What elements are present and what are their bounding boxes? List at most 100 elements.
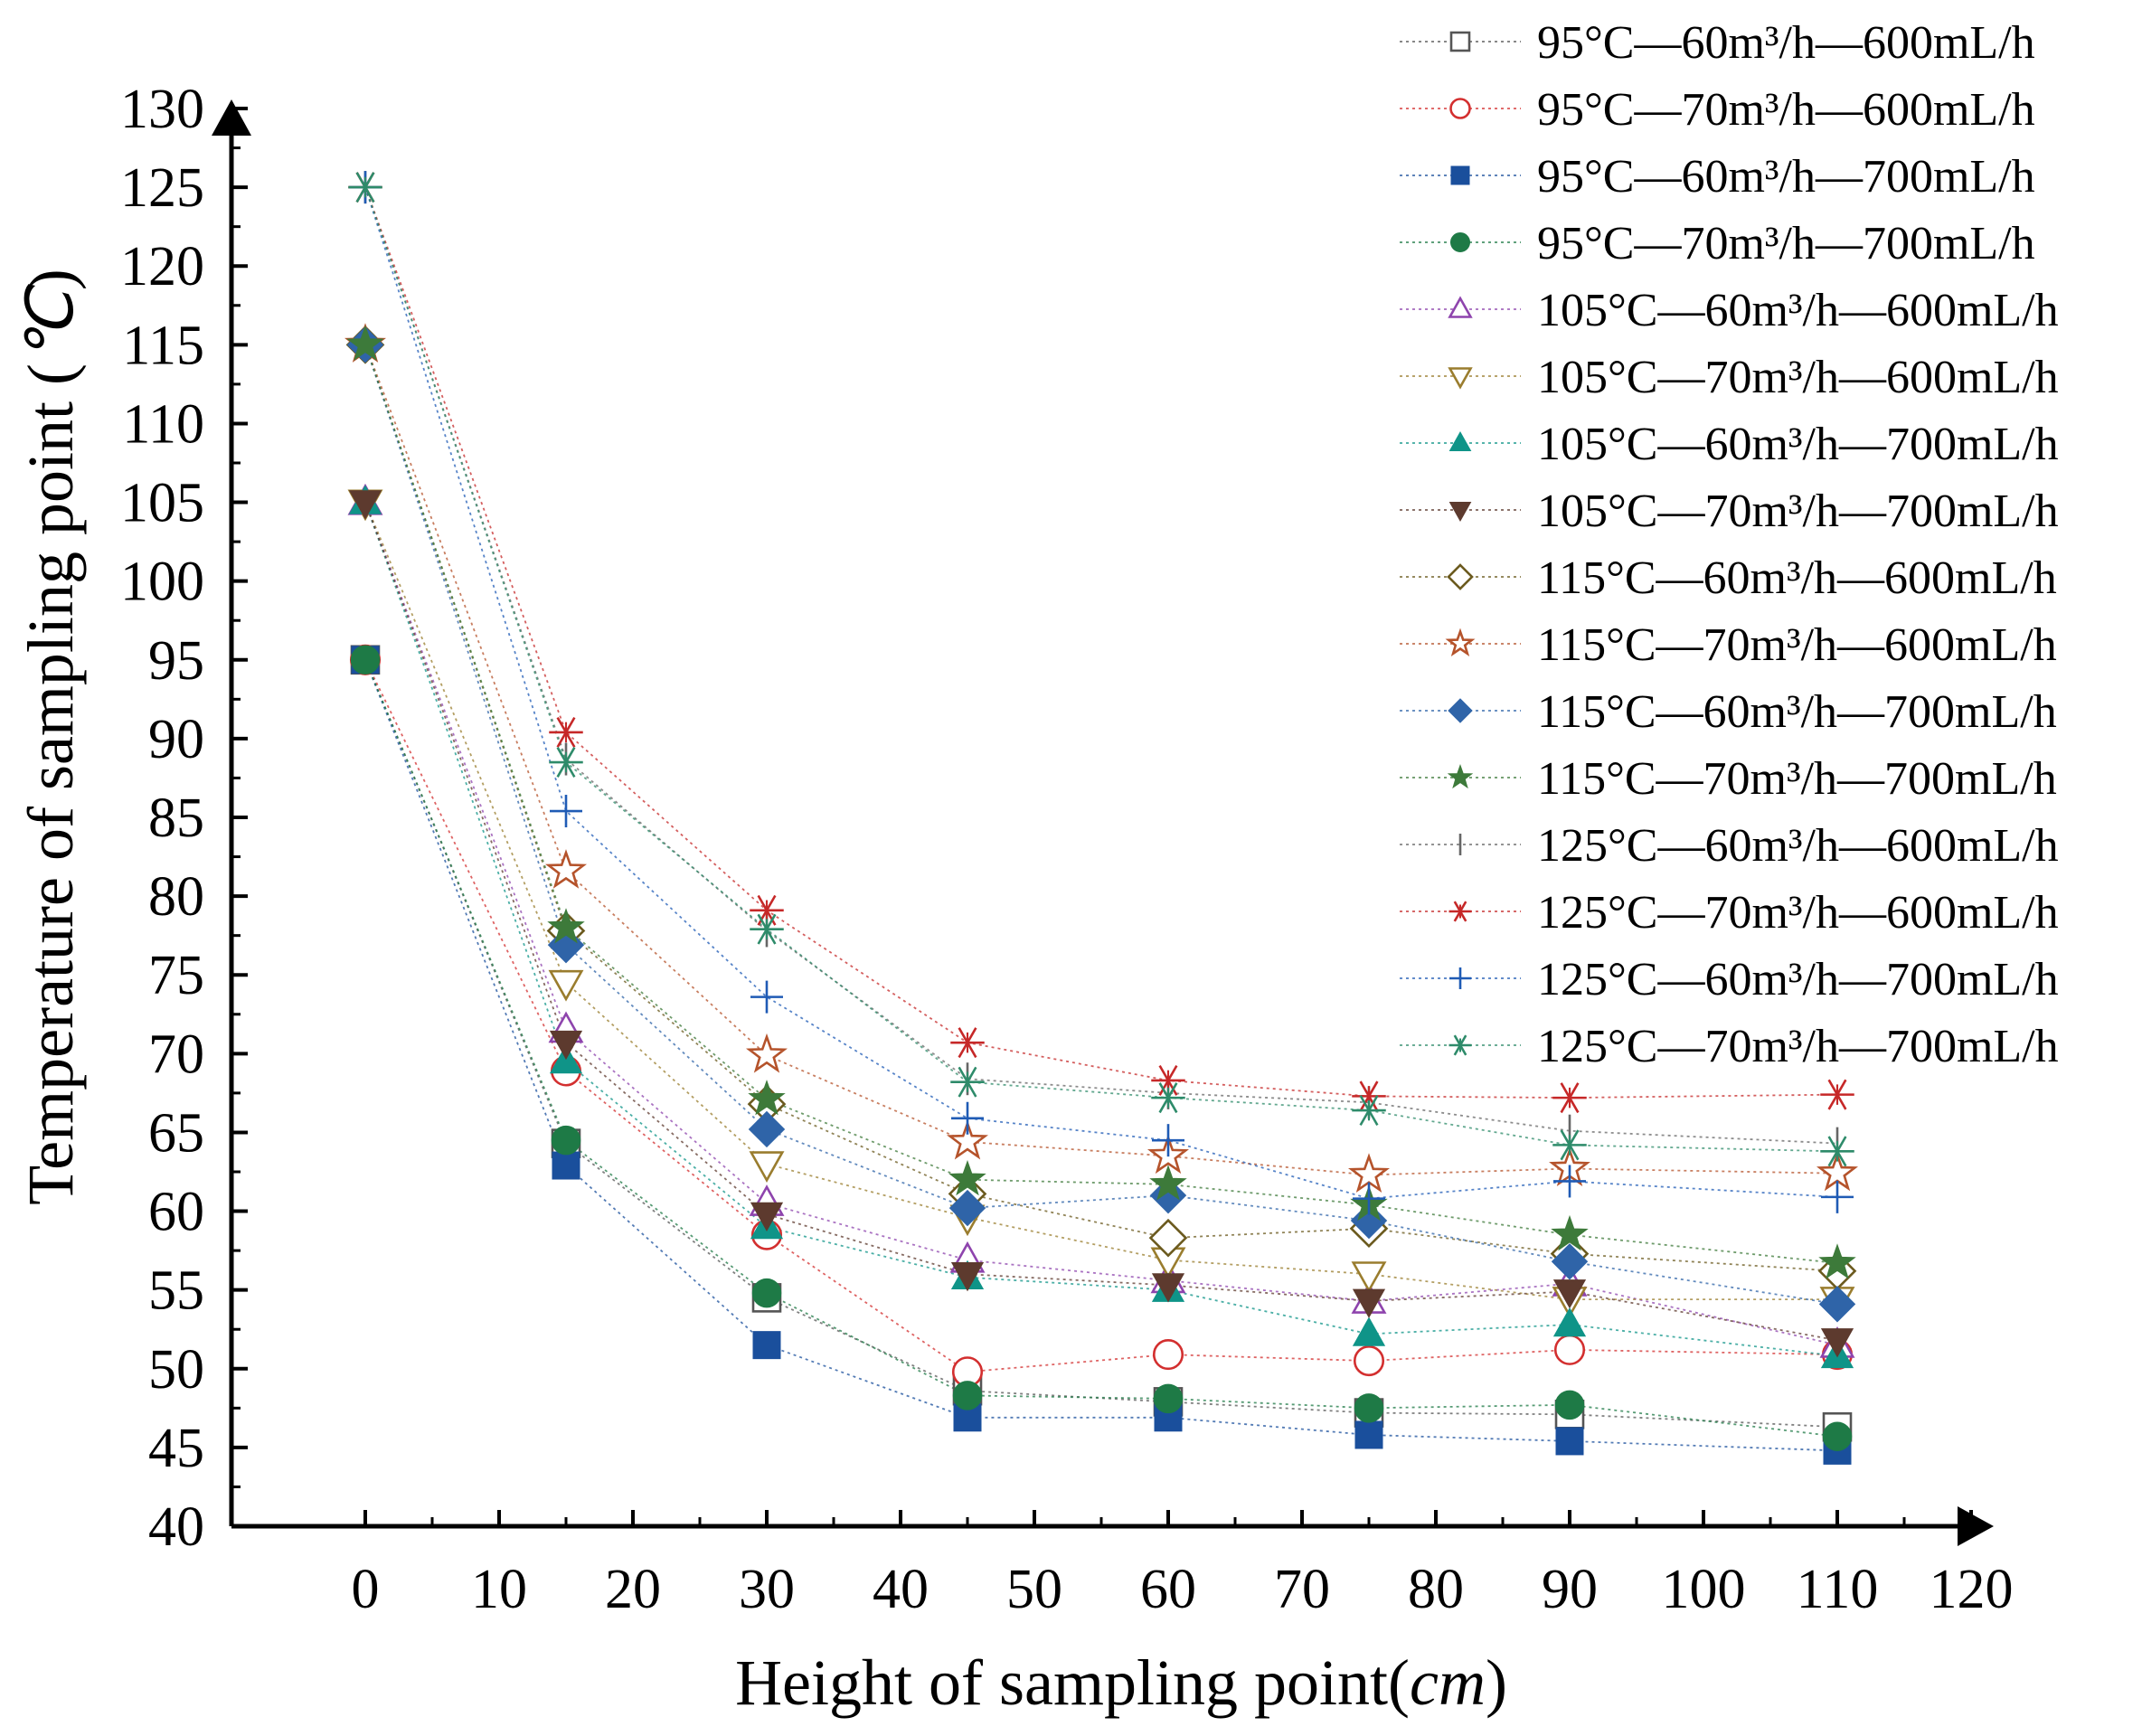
data-point (1820, 1079, 1854, 1110)
data-point (1353, 1345, 1385, 1377)
data-point (1352, 1080, 1386, 1112)
data-point (1153, 1383, 1184, 1414)
x-tick-label: 40 (873, 1559, 929, 1620)
legend-marker (1449, 31, 1471, 52)
data-point (551, 1125, 581, 1156)
y-tick-label: 65 (148, 1102, 204, 1164)
legend-entry: 115°C—60m³/h—600mL/h (1400, 552, 2057, 604)
data-point (1151, 1082, 1185, 1114)
data-point (1818, 1243, 1856, 1279)
data-point (548, 969, 584, 1002)
x-tick-label: 120 (1930, 1559, 2014, 1620)
legend-marker (1449, 98, 1471, 119)
legend-label: 115°C—70m³/h—700mL/h (1537, 753, 2057, 805)
series-line-3 (364, 659, 1838, 1452)
data-point (950, 1027, 985, 1059)
y-tick-label: 50 (148, 1339, 204, 1401)
data-point (549, 747, 583, 778)
legend-entry: 105°C—60m³/h—700mL/h (1400, 419, 2059, 470)
y-tick-label: 110 (122, 393, 204, 455)
series-line-8 (364, 502, 1838, 1342)
data-point (1351, 1261, 1387, 1293)
data-point (745, 1033, 788, 1073)
data-point (1151, 1273, 1185, 1303)
legend-label: 125°C—70m³/h—700mL/h (1537, 1021, 2059, 1072)
y-tick-label: 60 (148, 1182, 204, 1243)
data-point (1552, 1082, 1587, 1114)
legend-label: 125°C—60m³/h—700mL/h (1537, 954, 2059, 1005)
data-point (552, 1151, 580, 1180)
data-point (752, 1331, 781, 1360)
legend-entry: 125°C—60m³/h—700mL/h (1400, 954, 2059, 1005)
tick-labels: 4045505560657075808590951001051101151201… (120, 79, 2014, 1620)
series-markers (344, 171, 1859, 1465)
legend-label: 105°C—60m³/h—600mL/h (1537, 285, 2059, 336)
data-point (1820, 1136, 1854, 1167)
data-point (1552, 1307, 1587, 1337)
y-tick-label: 105 (120, 473, 204, 534)
y-tick-label: 95 (148, 630, 204, 692)
legend-marker (1450, 165, 1470, 185)
data-point (1820, 1328, 1854, 1358)
legend-marker (1447, 763, 1474, 789)
series-line-12 (364, 344, 1838, 1264)
data-point (1551, 1214, 1589, 1251)
legend-label: 115°C—60m³/h—700mL/h (1537, 686, 2057, 738)
data-point (549, 1030, 583, 1061)
data-point (350, 645, 381, 675)
series-line-13 (364, 186, 1838, 1145)
series-line-5 (364, 502, 1838, 1346)
data-point (544, 849, 588, 889)
x-tick-label: 80 (1408, 1559, 1464, 1620)
data-point (1353, 1182, 1385, 1215)
legend-label: 115°C—70m³/h—600mL/h (1537, 619, 2057, 671)
y-axis-arrow (212, 99, 251, 136)
data-point (1821, 1180, 1854, 1213)
data-point (549, 716, 583, 748)
data-point (952, 1381, 983, 1410)
y-tick-label: 85 (148, 788, 204, 849)
legend-marker (1448, 698, 1473, 723)
data-point (948, 1189, 986, 1227)
data-point (1152, 1339, 1184, 1371)
x-tick-label: 50 (1006, 1559, 1062, 1620)
x-tick-label: 20 (605, 1559, 661, 1620)
series-line-16 (364, 186, 1838, 1153)
legend-entry: 95°C—70m³/h—700mL/h (1400, 218, 2035, 269)
x-axis-arrow (1958, 1506, 1994, 1546)
data-point (748, 1110, 786, 1148)
legend-label: 95°C—60m³/h—700mL/h (1537, 151, 2035, 203)
data-point (1352, 1095, 1386, 1127)
data-point (750, 980, 783, 1014)
legend: 95°C—60m³/h—600mL/h 95°C—70m³/h—600mL/h 95… (1400, 17, 2059, 1072)
x-axis-title: Height of sampling point(cm) (735, 1646, 1507, 1719)
x-tick-label: 0 (352, 1559, 380, 1620)
x-tick-label: 10 (471, 1559, 527, 1620)
legend-label: 115°C—60m³/h—600mL/h (1537, 552, 2057, 604)
series-line-11 (364, 344, 1838, 1306)
legend-entry: 125°C—60m³/h—600mL/h (1400, 820, 2059, 872)
y-tick-label: 75 (148, 945, 204, 1006)
axes (212, 99, 1994, 1546)
x-tick-label: 60 (1140, 1559, 1196, 1620)
legend-label: 105°C—60m³/h—700mL/h (1537, 419, 2059, 470)
legend-marker (1448, 430, 1472, 451)
legend-marker (1448, 901, 1472, 922)
data-point (550, 795, 582, 828)
data-point (951, 1101, 984, 1135)
data-point (950, 1261, 985, 1292)
data-point (1148, 1218, 1188, 1258)
data-point (946, 1119, 989, 1160)
series-line-6 (364, 502, 1837, 1300)
data-point (1552, 1129, 1587, 1161)
data-point (1553, 1165, 1586, 1198)
legend-label: 95°C—60m³/h—600mL/h (1537, 17, 2035, 69)
series-line-9 (364, 344, 1838, 1272)
data-point (1555, 1427, 1584, 1456)
y-tick-label: 45 (148, 1418, 204, 1479)
x-tick-label: 100 (1662, 1559, 1746, 1620)
data-point (1552, 1279, 1587, 1309)
legend-label: 95°C—70m³/h—700mL/h (1537, 218, 2035, 269)
legend-label: 95°C—70m³/h—600mL/h (1537, 84, 2035, 136)
legend-marker (1448, 1034, 1472, 1056)
